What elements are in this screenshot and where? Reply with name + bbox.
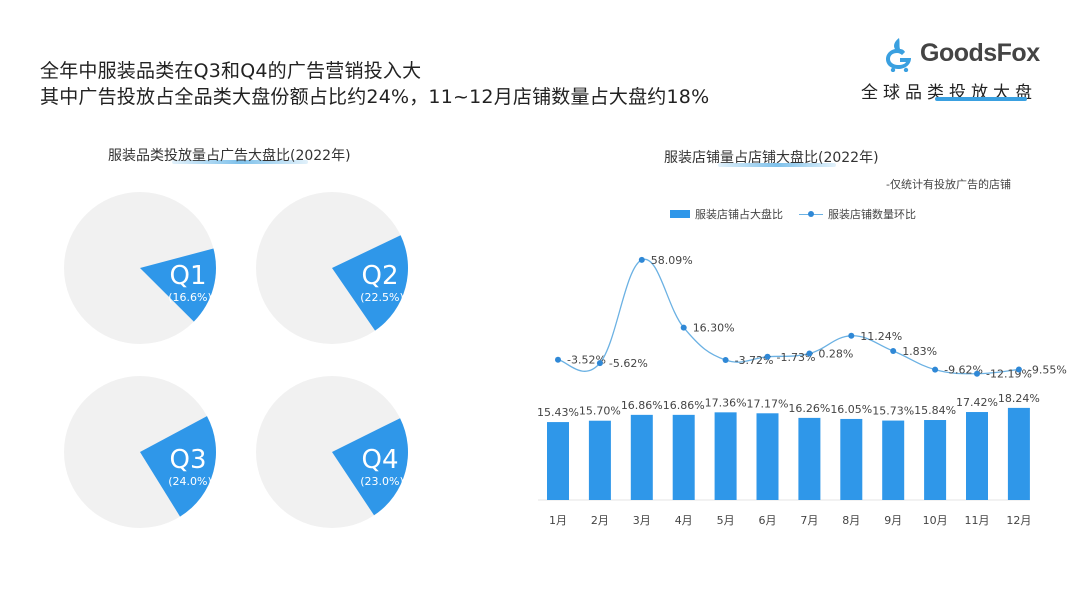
x-tick-label: 8月	[842, 514, 860, 527]
x-tick-label: 11月	[965, 514, 990, 527]
bar	[672, 414, 695, 500]
line-series	[557, 258, 1019, 375]
legend-line-label: 服装店铺数量环比	[828, 208, 916, 221]
line-point	[806, 350, 813, 357]
line-value-label: -3.52%	[567, 354, 606, 367]
line-value-label: -12.19%	[986, 368, 1032, 381]
headline-line-2: 其中广告投放占全品类大盘份额占比约24%，11~12月店铺数量占大盘约18%	[40, 86, 710, 108]
bar-value-label: 16.26%	[788, 402, 830, 415]
brand-underline	[935, 97, 1027, 101]
pie-slice	[140, 416, 216, 517]
x-tick-label: 6月	[759, 514, 777, 527]
chart-legend: 服装店铺占大盘比 服装店铺数量环比	[670, 206, 916, 222]
bar-value-label: 15.70%	[579, 405, 621, 418]
pie-quarter-label: Q3	[169, 445, 206, 475]
bar	[1007, 407, 1030, 500]
pie-chart-title: 服装品类投放量占广告大盘比(2022年)	[108, 148, 351, 164]
pie-slice	[332, 235, 408, 331]
line-point	[890, 348, 897, 355]
pie-background	[256, 192, 408, 344]
line-value-label: -3.72%	[735, 354, 774, 367]
bar	[882, 420, 905, 500]
bar-value-label: 15.73%	[872, 405, 914, 418]
x-tick-label: 2月	[591, 514, 609, 527]
line-value-label: 58.09%	[651, 254, 693, 267]
brand-name: GoodsFox	[920, 38, 1040, 67]
x-tick-label: 3月	[633, 514, 651, 527]
line-point	[596, 360, 603, 367]
line-value-label: 11.24%	[860, 330, 902, 343]
bar	[714, 412, 737, 500]
pie-percent-label: (16.6%)	[168, 291, 212, 304]
pie-slice	[140, 248, 216, 322]
line-point	[974, 370, 980, 377]
bar	[630, 414, 653, 500]
line-point	[680, 324, 687, 331]
x-tick-label: 7月	[800, 514, 818, 527]
pie-quarter-label: Q4	[361, 445, 398, 475]
bar	[588, 420, 611, 500]
pie-slice	[332, 418, 409, 516]
bar-value-label: 17.42%	[956, 396, 998, 409]
line-point	[848, 332, 855, 339]
bar-value-label: 15.43%	[537, 406, 579, 419]
bar-value-label: 17.17%	[747, 397, 789, 410]
line-value-label: -5.62%	[609, 357, 648, 370]
bar-value-label: 16.86%	[663, 399, 705, 412]
legend-bar-label: 服装店铺占大盘比	[695, 208, 783, 221]
headline: 全年中服装品类在Q3和Q4的广告营销投入大 其中广告投放占全品类大盘份额占比约2…	[40, 58, 709, 110]
line-value-label: 1.83%	[902, 345, 937, 358]
line-point	[1015, 366, 1022, 373]
bar	[798, 417, 821, 500]
bar-value-label: 17.36%	[705, 396, 747, 409]
pie-q4: Q4(23.0%)	[256, 376, 409, 528]
legend-bar-swatch	[670, 210, 690, 218]
legend-line-marker-icon	[799, 209, 823, 219]
line-point	[638, 256, 645, 263]
pie-background	[64, 192, 216, 344]
bar	[966, 412, 988, 500]
headline-line-1: 全年中服装品类在Q3和Q4的广告营销投入大	[40, 60, 422, 82]
bar	[924, 420, 947, 500]
pie-percent-label: (22.5%)	[360, 291, 404, 304]
x-tick-label: 1月	[549, 514, 567, 527]
line-point	[722, 357, 729, 364]
line-value-label: -9.62%	[944, 364, 983, 377]
line-value-label: 16.30%	[693, 322, 735, 335]
pie-q2: Q2(22.5%)	[256, 192, 408, 344]
x-tick-label: 5月	[717, 514, 735, 527]
bar-value-label: 16.86%	[621, 399, 663, 412]
chart-note: -仅统计有投放广告的店铺	[886, 178, 1011, 191]
line-point	[764, 353, 771, 360]
pie-q1: Q1(16.6%)	[64, 192, 216, 344]
x-tick-label: 9月	[884, 514, 902, 527]
bar	[756, 413, 779, 500]
bar	[840, 418, 863, 500]
x-tick-label: 4月	[675, 514, 693, 527]
line-value-label: -1.73%	[777, 351, 816, 364]
pie-percent-label: (23.0%)	[360, 475, 404, 488]
bar-chart-title: 服装店铺量占店铺大盘比(2022年)	[664, 150, 879, 166]
line-value-label: -9.55%	[1028, 363, 1067, 376]
line-point	[555, 356, 561, 363]
line-point	[932, 366, 939, 373]
bar	[547, 422, 569, 500]
pie-quarter-label: Q2	[361, 261, 398, 291]
pie-quarter-label: Q1	[169, 261, 206, 291]
goodsfox-logo-icon	[886, 38, 911, 72]
brand-logo: GoodsFox	[882, 34, 1040, 72]
line-value-label: 0.28%	[818, 348, 853, 361]
pie-q3: Q3(24.0%)	[64, 376, 216, 528]
bar-value-label: 16.05%	[830, 403, 872, 416]
bar-title-underline	[718, 163, 836, 167]
bar-value-label: 18.24%	[998, 392, 1040, 405]
pie-title-underline	[172, 160, 308, 164]
pie-percent-label: (24.0%)	[168, 475, 212, 488]
x-tick-label: 12月	[1006, 514, 1031, 527]
x-tick-label: 10月	[923, 514, 948, 527]
pie-background	[256, 376, 408, 528]
bar-value-label: 15.84%	[914, 404, 956, 417]
pie-background	[64, 376, 216, 528]
